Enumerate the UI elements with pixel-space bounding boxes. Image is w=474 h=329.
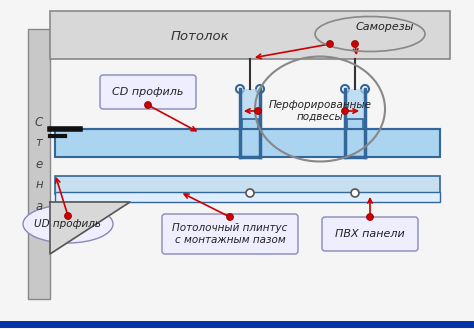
Text: Потолок: Потолок (171, 30, 229, 42)
Ellipse shape (23, 205, 113, 243)
FancyBboxPatch shape (55, 129, 440, 157)
FancyBboxPatch shape (347, 119, 363, 129)
FancyBboxPatch shape (240, 89, 260, 157)
Text: Саморезы: Саморезы (356, 22, 414, 32)
Polygon shape (50, 202, 130, 254)
FancyBboxPatch shape (345, 89, 365, 157)
Circle shape (246, 189, 254, 197)
Text: UD профиль: UD профиль (35, 219, 101, 229)
FancyBboxPatch shape (162, 214, 298, 254)
Circle shape (236, 85, 244, 93)
FancyBboxPatch shape (55, 176, 440, 194)
Circle shape (341, 85, 349, 93)
Text: С
т
е
н
а: С т е н а (35, 115, 43, 213)
FancyBboxPatch shape (50, 11, 450, 59)
Circle shape (255, 108, 262, 114)
Text: Потолочный плинтус
с монтажным пазом: Потолочный плинтус с монтажным пазом (173, 223, 288, 245)
FancyBboxPatch shape (28, 29, 50, 299)
FancyBboxPatch shape (322, 217, 418, 251)
FancyBboxPatch shape (100, 75, 196, 109)
Circle shape (227, 214, 234, 220)
Text: CD профиль: CD профиль (112, 87, 184, 97)
Circle shape (145, 102, 152, 109)
Circle shape (366, 214, 374, 220)
Circle shape (361, 85, 369, 93)
Circle shape (352, 40, 358, 47)
FancyBboxPatch shape (242, 119, 258, 129)
Circle shape (341, 108, 348, 114)
Circle shape (327, 40, 334, 47)
Circle shape (351, 189, 359, 197)
Text: ПВХ панели: ПВХ панели (335, 229, 405, 239)
FancyBboxPatch shape (55, 192, 440, 202)
Circle shape (64, 213, 72, 219)
Circle shape (256, 85, 264, 93)
Text: Перфорированные
подвесы: Перфорированные подвесы (268, 100, 372, 122)
